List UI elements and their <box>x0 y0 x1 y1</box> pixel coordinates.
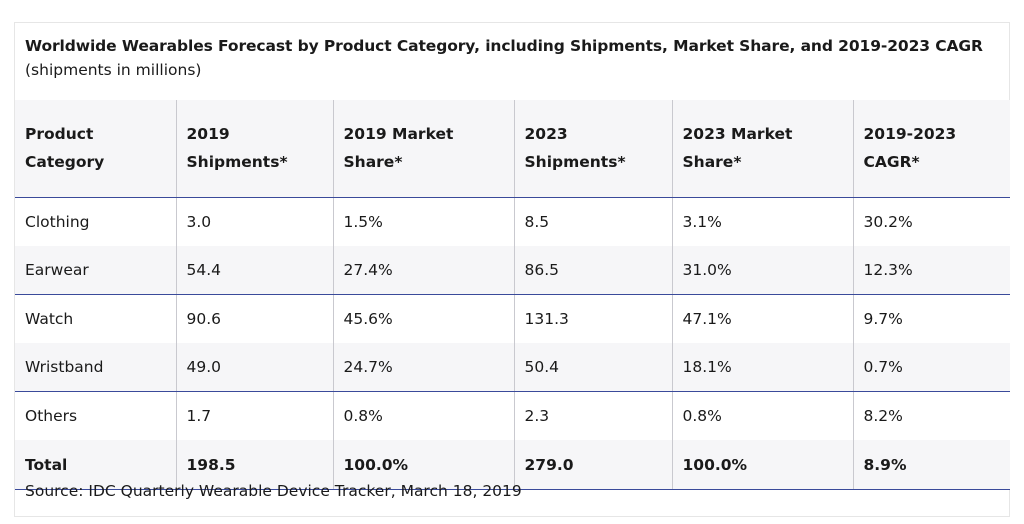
category-cell: Clothing <box>15 197 176 246</box>
cagr-cell: 8.9% <box>852 440 1010 490</box>
header-line: 2019 <box>186 125 230 144</box>
shipments-2019-cell: 198.5 <box>175 440 333 490</box>
share-2023-cell: 31.0% <box>671 245 853 295</box>
table-row: Earwear 54.4 27.4% 86.5 31.0% 12.3% <box>15 245 1010 295</box>
cagr-cell: 8.2% <box>852 391 1010 441</box>
table-subtitle: (shipments in millions) <box>25 61 202 79</box>
category-cell: Watch <box>15 294 176 344</box>
header-2019-shipments: 2019 Shipments* <box>175 100 333 198</box>
total-row: Total 198.5 100.0% 279.0 100.0% 8.9% <box>15 440 1010 490</box>
share-2023-cell: 100.0% <box>671 440 853 490</box>
shipments-2019-cell: 3.0 <box>175 197 333 246</box>
header-2023-shipments: 2023 Shipments* <box>513 100 672 198</box>
header-line: Shipments* <box>186 153 288 172</box>
header-line: CAGR* <box>863 153 920 172</box>
header-cagr: 2019-2023 CAGR* <box>852 100 1010 198</box>
source-note: Source: IDC Quarterly Wearable Device Tr… <box>25 482 522 500</box>
category-cell: Wristband <box>15 343 176 393</box>
share-2023-cell: 18.1% <box>671 343 853 393</box>
shipments-2019-cell: 49.0 <box>175 343 333 393</box>
category-cell: Total <box>15 440 176 490</box>
header-line: Category <box>25 153 105 172</box>
share-2019-cell: 1.5% <box>332 197 514 246</box>
share-2019-cell: 45.6% <box>332 294 514 344</box>
table-row: Wristband 49.0 24.7% 50.4 18.1% 0.7% <box>15 343 1010 393</box>
cagr-cell: 30.2% <box>852 197 1010 246</box>
shipments-2023-cell: 86.5 <box>513 245 672 295</box>
share-2019-cell: 27.4% <box>332 245 514 295</box>
share-2019-cell: 0.8% <box>332 391 514 441</box>
cagr-cell: 12.3% <box>852 245 1010 295</box>
title-block: Worldwide Wearables Forecast by Product … <box>15 23 1009 100</box>
forecast-table-card: Worldwide Wearables Forecast by Product … <box>14 22 1010 517</box>
category-cell: Earwear <box>15 245 176 295</box>
header-line: Shipments* <box>524 153 626 172</box>
table-row: Watch 90.6 45.6% 131.3 47.1% 9.7% <box>15 294 1010 344</box>
header-2023-market-share: 2023 Market Share* <box>671 100 853 198</box>
header-line: 2023 <box>524 125 568 144</box>
header-line: Product <box>25 125 94 144</box>
shipments-2019-cell: 1.7 <box>175 391 333 441</box>
share-2023-cell: 3.1% <box>671 197 853 246</box>
shipments-2019-cell: 54.4 <box>175 245 333 295</box>
share-2019-cell: 100.0% <box>332 440 514 490</box>
shipments-2023-cell: 279.0 <box>513 440 672 490</box>
header-line: 2019-2023 <box>863 125 957 144</box>
share-2023-cell: 47.1% <box>671 294 853 344</box>
shipments-2023-cell: 50.4 <box>513 343 672 393</box>
shipments-2019-cell: 90.6 <box>175 294 333 344</box>
shipments-2023-cell: 131.3 <box>513 294 672 344</box>
header-line: Share* <box>343 153 403 172</box>
cagr-cell: 0.7% <box>852 343 1010 393</box>
header-line: 2019 Market <box>343 125 454 144</box>
table-row: Clothing 3.0 1.5% 8.5 3.1% 30.2% <box>15 197 1010 246</box>
header-line: 2023 Market <box>682 125 793 144</box>
header-line: Share* <box>682 153 742 172</box>
share-2023-cell: 0.8% <box>671 391 853 441</box>
forecast-table: Product Category 2019 Shipments* 2019 Mark… <box>15 100 1010 490</box>
table-title: Worldwide Wearables Forecast by Product … <box>25 37 983 55</box>
table-row: Others 1.7 0.8% 2.3 0.8% 8.2% <box>15 391 1010 441</box>
header-row: Product Category 2019 Shipments* 2019 Mark… <box>15 100 1010 198</box>
category-cell: Others <box>15 391 176 441</box>
header-product-category: Product Category <box>15 100 176 198</box>
cagr-cell: 9.7% <box>852 294 1010 344</box>
shipments-2023-cell: 2.3 <box>513 391 672 441</box>
header-2019-market-share: 2019 Market Share* <box>332 100 514 198</box>
share-2019-cell: 24.7% <box>332 343 514 393</box>
shipments-2023-cell: 8.5 <box>513 197 672 246</box>
